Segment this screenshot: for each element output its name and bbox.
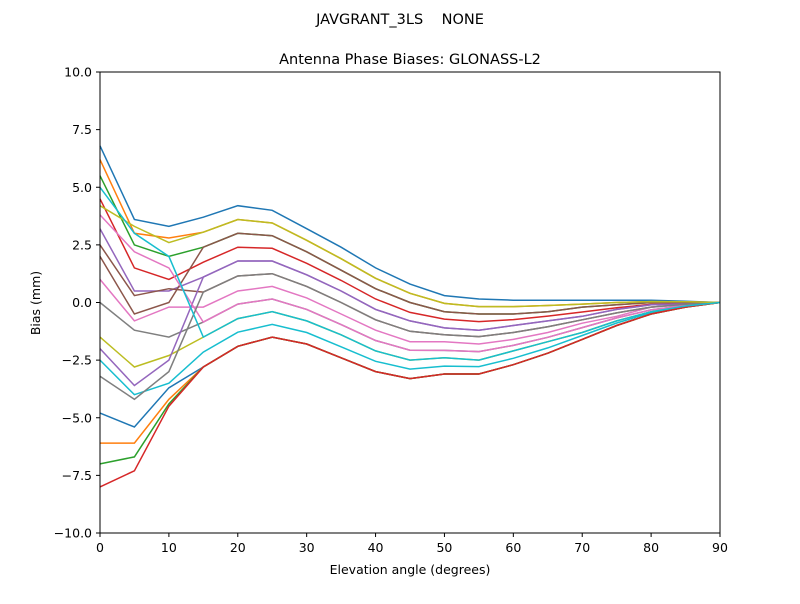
chart-title: Antenna Phase Biases: GLONASS-L2	[279, 52, 541, 68]
y-tick-label: −2.5	[62, 353, 92, 368]
series-line-16	[99, 232, 720, 315]
y-tick-label: 7.5	[72, 122, 92, 137]
y-tick-label: −5.0	[62, 410, 92, 425]
x-tick-label: 40	[368, 540, 384, 555]
x-tick-label: 30	[299, 540, 315, 555]
y-axis-label: Bias (mm)	[28, 271, 43, 335]
x-tick-label: 50	[436, 540, 452, 555]
x-tick-label: 20	[230, 540, 246, 555]
series-line-14	[99, 301, 721, 488]
x-tick-label: 70	[574, 540, 590, 555]
x-axis-label: Elevation angle (degrees)	[330, 562, 491, 577]
x-tick-label: 10	[161, 540, 177, 555]
series-line-19	[99, 205, 721, 308]
series-line-20	[99, 186, 721, 361]
series-line-17	[99, 214, 721, 353]
y-tick-label: 10.0	[64, 65, 92, 80]
series-line-1	[99, 145, 721, 304]
x-tick-label: 80	[643, 540, 659, 555]
y-tick-label: −10.0	[54, 526, 92, 541]
series-lines	[99, 145, 721, 488]
x-tick-label: 90	[712, 540, 728, 555]
y-tick-label: −7.5	[62, 468, 92, 483]
y-axis: −10.0 −7.5 −5.0 −2.5 0.0 2.5 5.0 7.5 10.0	[54, 65, 100, 541]
x-tick-label: 60	[505, 540, 521, 555]
series-line-7	[99, 278, 721, 345]
series-line-18	[99, 272, 721, 401]
series-line-10	[99, 301, 721, 396]
y-tick-label: 0.0	[72, 295, 92, 310]
series-line-4	[99, 198, 721, 323]
y-tick-label: 2.5	[72, 237, 92, 252]
figure-suptitle: JAVGRANT_3LS NONE	[315, 12, 484, 28]
x-tick-label: 0	[96, 540, 104, 555]
y-tick-label: 5.0	[72, 180, 92, 195]
series-line-15	[99, 260, 721, 387]
x-axis: 0 10 20 30 40 50 60 70 80 90	[96, 533, 728, 555]
